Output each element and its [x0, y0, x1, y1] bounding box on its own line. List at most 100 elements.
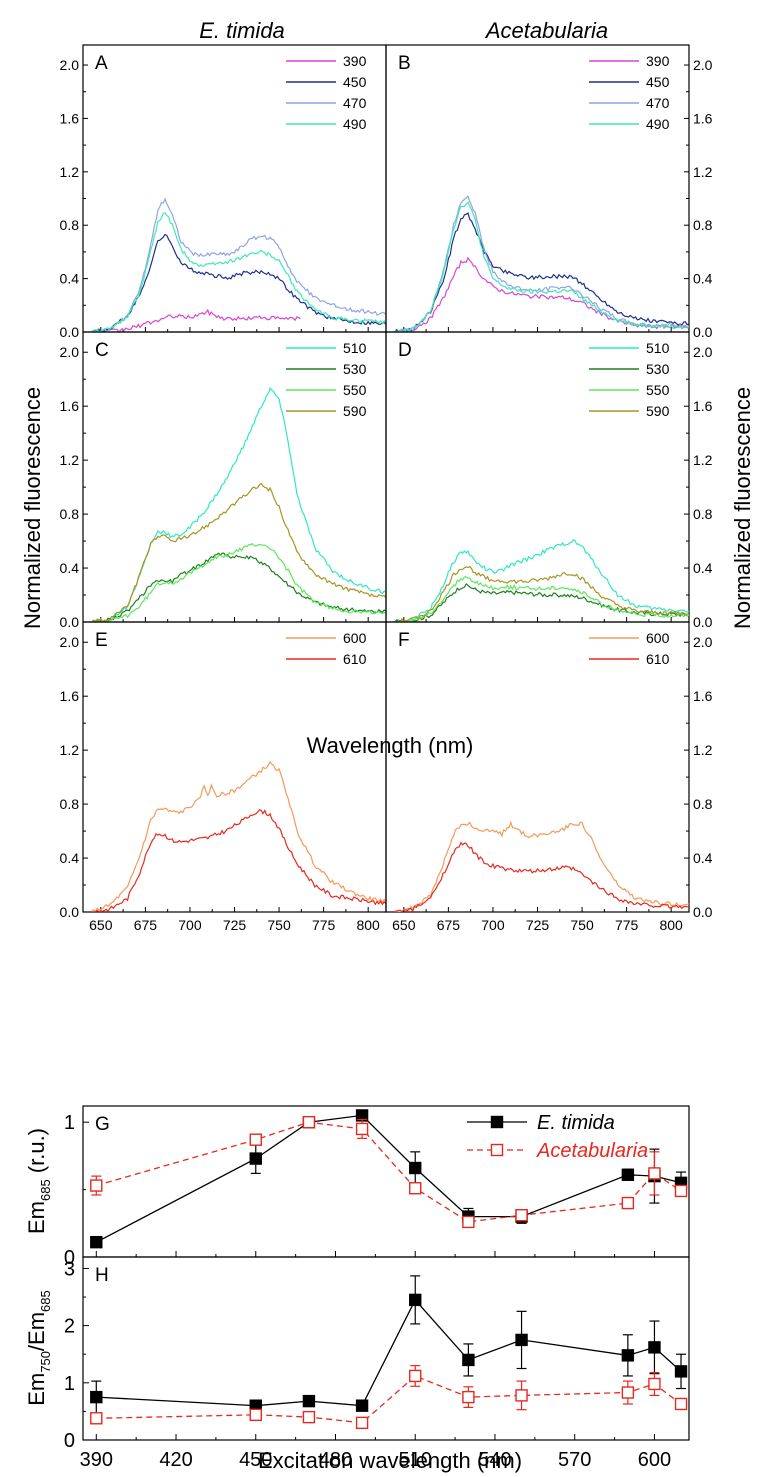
y-tick-label-D-3: 1.2: [693, 452, 713, 468]
legend-label-C-530: 530: [343, 361, 367, 377]
data-point-G-acetabularia-550: [515, 1209, 528, 1222]
panel-letter-B: B: [398, 53, 411, 74]
y-tick-label-H-0: 0: [64, 1430, 75, 1452]
y-tick-label-D-0: 0.0: [693, 614, 713, 630]
x-tick-label-F-6: 800: [659, 917, 683, 933]
data-point-H-etimida-510: [409, 1293, 422, 1307]
data-point-H-etimida-530: [462, 1353, 475, 1367]
series-line-B-450: [394, 212, 689, 332]
plots-group: A 0.0 0.4 0.8 1.2 1.6 2.0 390 450 470 490 B 0.0 0.4 0.…: [60, 44, 713, 1471]
x-tick-label-F-2: 700: [481, 917, 505, 933]
legend-label-D-550: 550: [646, 382, 670, 398]
y-tick-label-A-2: 0.8: [60, 217, 80, 233]
x-tick-label-F-4: 750: [570, 917, 594, 933]
panel-frame-H: [82, 1256, 690, 1441]
data-point-H-acetabularia-610: [674, 1397, 688, 1411]
x-tick-label-H-6: 570: [558, 1449, 591, 1471]
panel-letter-C: C: [95, 340, 109, 361]
x-tick-label-E-6: 800: [356, 917, 380, 933]
y-tick-label-F-0: 0.0: [693, 904, 713, 920]
panel-letter-H: H: [95, 1265, 109, 1286]
x-tick-label-H-0: 390: [80, 1449, 113, 1471]
x-tick-label-E-1: 675: [134, 917, 158, 933]
panel-letter-E: E: [95, 630, 108, 651]
series-line-D-550: [394, 576, 689, 622]
y-tick-label-B-3: 1.2: [693, 164, 713, 180]
y-tick-label-C-2: 0.8: [60, 506, 80, 522]
y-tick-label-C-3: 1.2: [60, 452, 80, 468]
panel-letter-D: D: [398, 340, 412, 361]
y-tick-label-B-2: 0.8: [693, 217, 713, 233]
data-point-H-acetabularia-450: [249, 1408, 262, 1422]
y-axis-label-G: Em685 (r.u.): [24, 1128, 53, 1234]
data-point-G-acetabularia-530: [462, 1215, 475, 1229]
panel-frame-E: [82, 621, 387, 913]
panel-H: H 0 1 2 3 390 420 450 480 510 540 570 600: [64, 1256, 690, 1471]
x-tick-label-E-5: 775: [312, 917, 336, 933]
panel-A: A 0.0 0.4 0.8 1.2 1.6 2.0 390 450 470 490: [60, 44, 387, 340]
y-tick-label-D-4: 1.6: [693, 398, 713, 414]
y-axis-label-left: Normalized fluorescence: [20, 387, 45, 629]
series-line-G-etimida: [95, 1114, 682, 1243]
x-tick-label-E-0: 650: [89, 917, 113, 933]
data-point-H-acetabularia-550: [515, 1389, 528, 1402]
legend-label-F-610: 610: [646, 651, 670, 667]
ylabel-G-main: Em: [24, 1201, 49, 1234]
y-tick-label-E-0: 0.0: [60, 904, 80, 920]
panel-frame-A: [82, 44, 387, 333]
series-line-A-470: [91, 197, 386, 332]
y-tick-label-A-3: 1.2: [60, 164, 80, 180]
data-point-G-acetabularia-390: [90, 1179, 103, 1192]
x-tick-label-E-3: 725: [223, 917, 247, 933]
x-tick-label-E-4: 750: [267, 917, 291, 933]
panel-B: B 0.0 0.4 0.8 1.2 1.6 2.0 390 450 470 490: [385, 44, 713, 340]
y-tick-label-B-4: 1.6: [693, 110, 713, 126]
legend-label-etimida: E. timida: [537, 1112, 615, 1134]
legend-label-A-450: 450: [343, 74, 367, 90]
data-point-G-acetabularia-510: [409, 1182, 422, 1195]
y-tick-label-B-0: 0.0: [693, 324, 713, 340]
series-line-F-600: [394, 820, 689, 912]
series-line-C-550: [91, 542, 386, 622]
legend-label-D-530: 530: [646, 361, 670, 377]
series-line-D-590: [394, 565, 689, 622]
legend-label-B-470: 470: [646, 95, 670, 111]
panel-F: F 0.0 0.4 0.8 1.2 1.6 2.0 650 675 700 725 750 775 800…: [385, 621, 713, 933]
ylabel-H-p1: 750: [38, 1351, 53, 1373]
y-tick-label-C-5: 2.0: [60, 344, 80, 360]
y-tick-label-D-1: 0.4: [693, 560, 713, 576]
data-point-H-acetabularia-510: [409, 1369, 422, 1383]
data-point-G-etimida-450: [249, 1152, 262, 1165]
y-tick-label-C-4: 1.6: [60, 398, 80, 414]
data-point-H-acetabularia-530: [462, 1390, 475, 1404]
data-point-H-etimida-550: [515, 1333, 528, 1347]
panel-C: C 0.0 0.4 0.8 1.2 1.6 2.0 510 530 550 590: [60, 331, 387, 630]
panel-letter-A: A: [95, 53, 108, 74]
data-point-H-acetabularia-600: [648, 1377, 661, 1391]
data-point-G-etimida-510: [409, 1161, 422, 1175]
series-line-D-510: [394, 539, 689, 622]
y-tick-label-A-0: 0.0: [60, 324, 80, 340]
panel-G: G 0 1 E. timida Acetabularia: [64, 1105, 690, 1269]
panel-E: E 0.0 0.4 0.8 1.2 1.6 2.0 650 675 700 725 750 775 800…: [60, 621, 387, 933]
data-point-H-acetabularia-390: [90, 1412, 103, 1425]
legend-label-F-600: 600: [646, 630, 670, 646]
panel-letter-G: G: [95, 1114, 110, 1135]
y-tick-label-B-1: 0.4: [693, 271, 713, 287]
data-point-G-acetabularia-600: [648, 1167, 661, 1180]
data-point-G-acetabularia-590: [621, 1196, 635, 1210]
col-title-acetabularia: Acetabularia: [484, 18, 608, 43]
series-line-A-490: [91, 212, 386, 332]
series-line-C-590: [91, 482, 386, 622]
data-point-G-etimida-390: [90, 1235, 103, 1249]
data-point-H-acetabularia-490: [355, 1416, 369, 1430]
x-tick-label-E-2: 700: [178, 917, 202, 933]
x-tick-label-F-0: 650: [392, 917, 416, 933]
x-tick-label-H-3: 480: [319, 1449, 352, 1471]
series-line-B-490: [394, 201, 689, 332]
x-axis-label-wavelength: Wavelength (nm): [307, 733, 474, 758]
data-point-H-etimida-470: [302, 1394, 316, 1408]
y-tick-label-E-5: 2.0: [60, 634, 80, 650]
data-point-H-etimida-590: [621, 1349, 635, 1362]
